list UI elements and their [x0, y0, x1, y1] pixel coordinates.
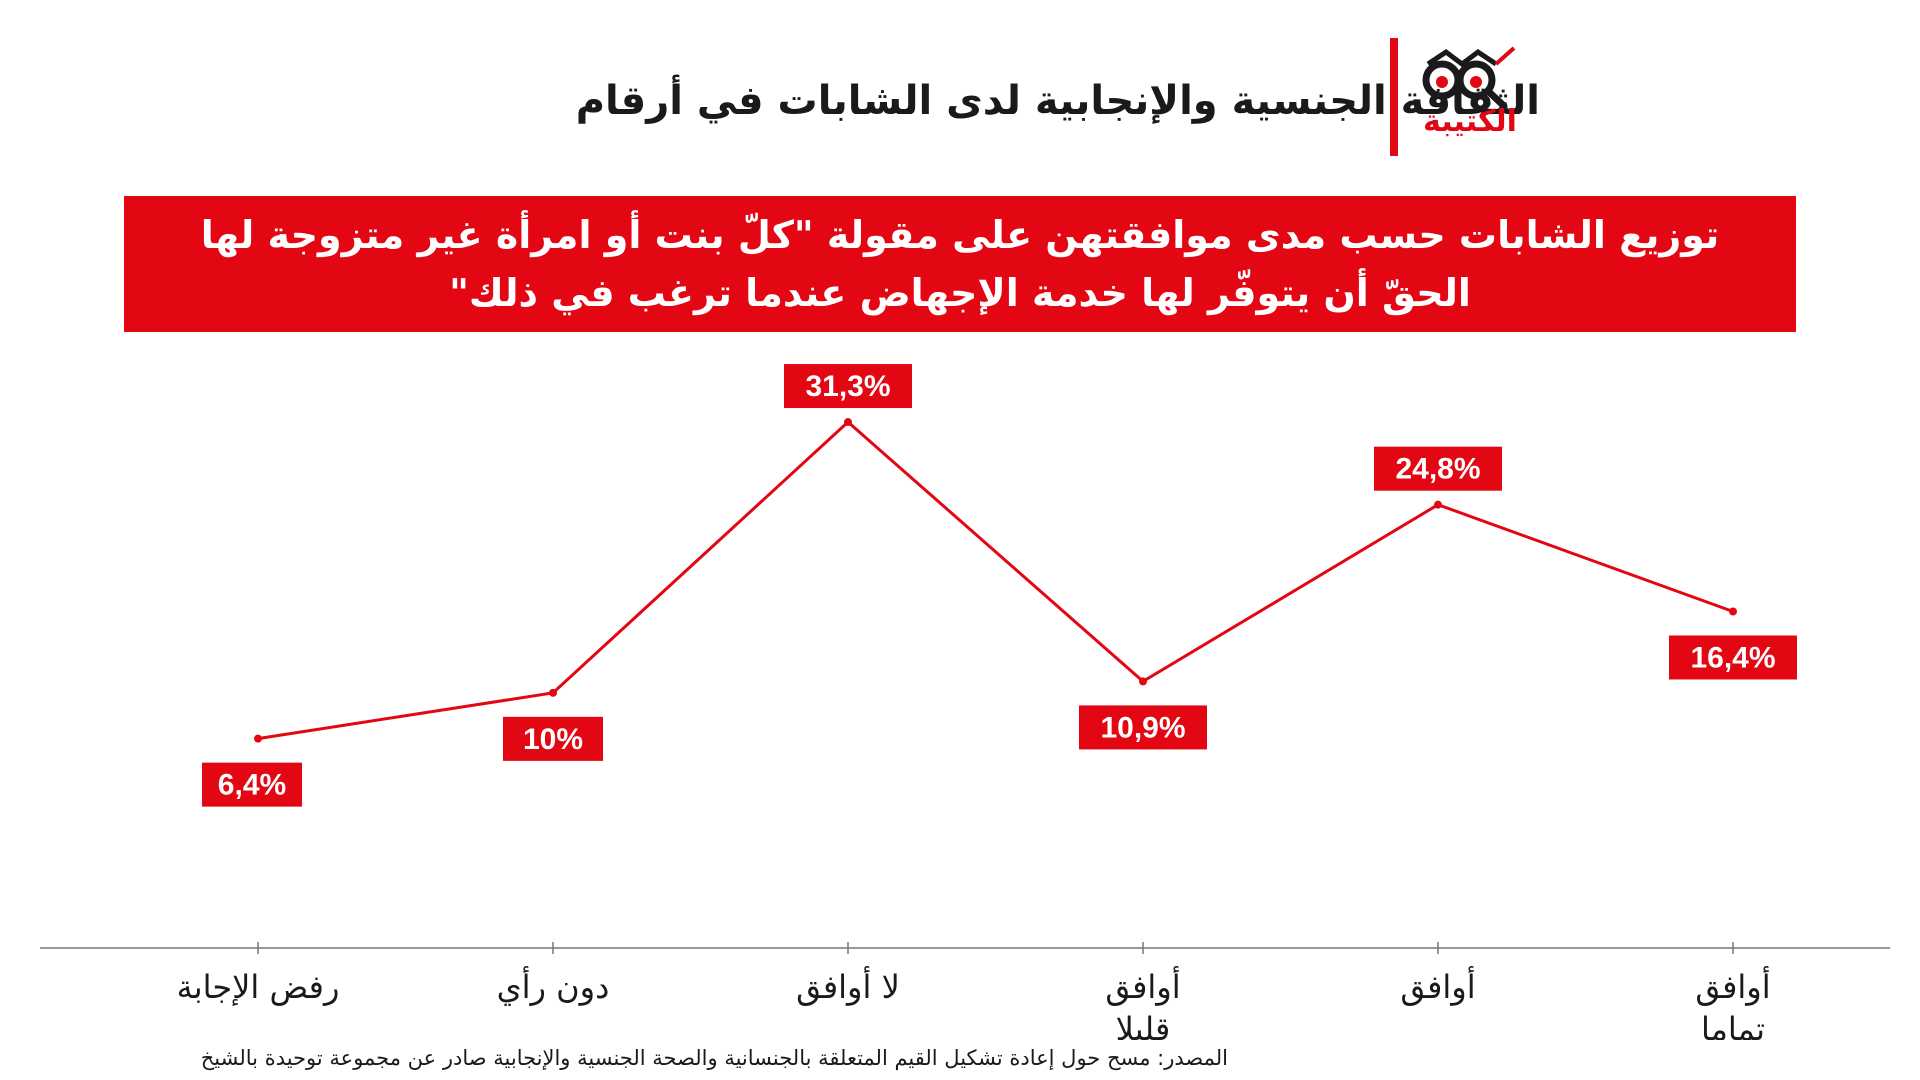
x-tick-label: قليلا — [1116, 1010, 1171, 1040]
x-tick-label: لا أوافق — [796, 966, 900, 1006]
data-label: 16,4% — [1690, 641, 1775, 674]
data-label: 31,3% — [805, 370, 890, 403]
data-label: 6,4% — [218, 769, 286, 802]
header: الثقافة الجنسية والإنجابية لدى الشابات ف… — [540, 38, 1540, 156]
data-label: 10% — [523, 723, 583, 756]
data-point — [1434, 500, 1442, 509]
data-point — [1729, 607, 1737, 616]
x-tick-label: رفض الإجابة — [177, 968, 340, 1006]
data-label-box — [1669, 635, 1797, 680]
x-tick-label: أوافق — [1695, 966, 1770, 1006]
title-divider — [1390, 38, 1398, 156]
logo-icon — [1422, 46, 1516, 110]
series-line — [257, 420, 1734, 741]
data-point — [549, 688, 557, 697]
chart-title-line-2: الحقّ أن يتوفّر لها خدمة الإجهاض عندما ت… — [449, 271, 1471, 315]
data-label-box — [1079, 705, 1207, 750]
page-title: الثقافة الجنسية والإنجابية لدى الشابات ف… — [575, 78, 1540, 124]
data-label-box — [1374, 446, 1502, 491]
data-label-box — [503, 716, 603, 761]
x-tick-label: تماما — [1701, 1010, 1765, 1040]
data-label: 10,9% — [1100, 711, 1185, 744]
chart-title-banner: توزيع الشابات حسب مدى موافقتهن على مقولة… — [124, 196, 1796, 332]
logo-text: الكتيبة — [1423, 104, 1517, 139]
chart-title-line-1: توزيع الشابات حسب مدى موافقتهن على مقولة… — [200, 213, 1720, 257]
data-label-box — [784, 364, 912, 409]
data-point — [254, 734, 262, 743]
x-tick-label: دون رأي — [497, 966, 610, 1006]
x-tick-label: أوافق — [1400, 966, 1475, 1006]
line-chart: 6,4% رفض الإجابة 10% دون رأي 31,3% لا أوافق 10… — [40, 364, 1890, 1040]
data-point — [1139, 677, 1147, 686]
data-point — [844, 418, 852, 427]
source-note: المصدر: مسح حول إعادة تشكيل القيم المتعل… — [200, 1046, 1228, 1070]
x-tick-label: أوافق — [1105, 966, 1180, 1006]
data-label: 24,8% — [1395, 453, 1480, 486]
data-label-box — [202, 762, 302, 807]
logo: الكتيبة — [1410, 42, 1535, 152]
